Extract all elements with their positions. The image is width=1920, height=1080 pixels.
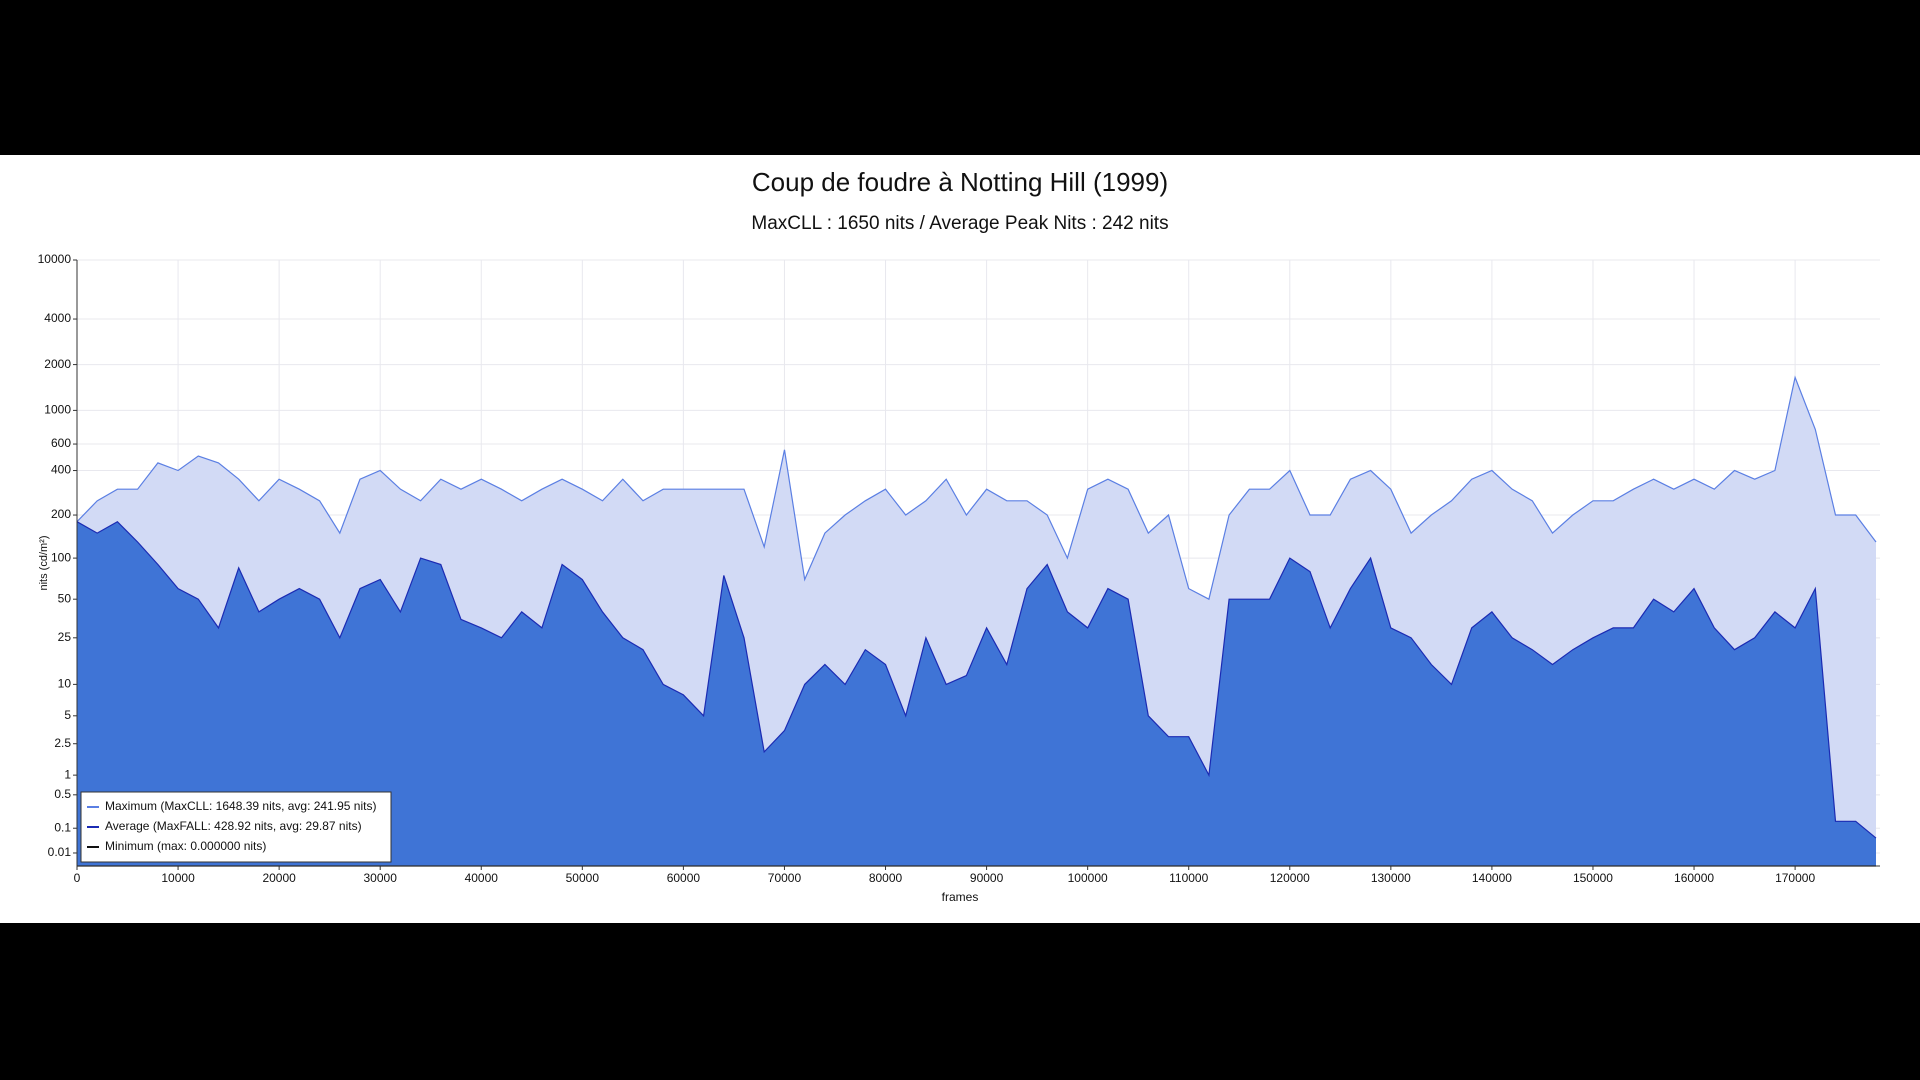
y-tick-label: 4000 [44,311,71,325]
y-tick-label: 600 [51,436,71,450]
x-axis-label: frames [942,890,979,904]
x-tick-label: 150000 [1573,871,1613,885]
y-tick-label: 2000 [44,357,71,371]
x-tick-label: 100000 [1068,871,1108,885]
x-tick-label: 0 [74,871,81,885]
y-tick-label: 100 [51,550,71,564]
y-axis-label: nits (cd/m²) [38,536,50,591]
x-tick-label: 110000 [1169,871,1208,885]
legend-box [80,791,392,863]
y-tick-label: 25 [58,630,72,644]
y-tick-label: 1 [64,767,71,781]
x-tick-label: 140000 [1472,871,1512,885]
legend-label: Minimum (max: 0.000000 nits) [105,839,266,853]
line [76,520,1877,839]
y-tick-label: 5 [64,708,71,722]
x-tick-label: 130000 [1371,871,1411,885]
y-tick-label: 0.5 [54,787,71,801]
chart-title: Coup de foudre à Notting Hill (1999) [752,167,1168,197]
x-tick-label: 60000 [667,871,701,885]
legend-label: Average (MaxFALL: 428.92 nits, avg: 29.8… [105,819,362,833]
y-tick-label: 10000 [38,252,72,266]
x-tick-label: 120000 [1270,871,1310,885]
x-tick-label: 40000 [465,871,499,885]
area [77,521,1876,866]
x-tick-label: 80000 [869,871,903,885]
y-tick-label: 200 [51,507,71,521]
x-tick-label: 30000 [364,871,398,885]
x-tick-label: 10000 [161,871,195,885]
x-tick-label: 50000 [566,871,600,885]
legend-label: Maximum (MaxCLL: 1648.39 nits, avg: 241.… [105,799,376,813]
x-tick-label: 20000 [262,871,296,885]
y-tick-label: 1000 [44,403,71,417]
y-tick-label: 50 [58,591,72,605]
x-tick-label: 70000 [768,871,802,885]
y-tick-label: 2.5 [54,736,71,750]
y-tick-label: 10 [58,677,72,691]
y-tick-label: 0.01 [48,845,72,859]
y-tick-label: 400 [51,463,71,477]
x-tick-label: 90000 [970,871,1004,885]
line [76,375,1877,601]
x-tick-label: 170000 [1775,871,1815,885]
legend: Maximum (MaxCLL: 1648.39 nits, avg: 241.… [80,791,392,863]
x-tick-label: 160000 [1674,871,1714,885]
chart-subtitle: MaxCLL : 1650 nits / Average Peak Nits :… [751,213,1168,234]
y-tick-label: 0.1 [54,820,71,834]
